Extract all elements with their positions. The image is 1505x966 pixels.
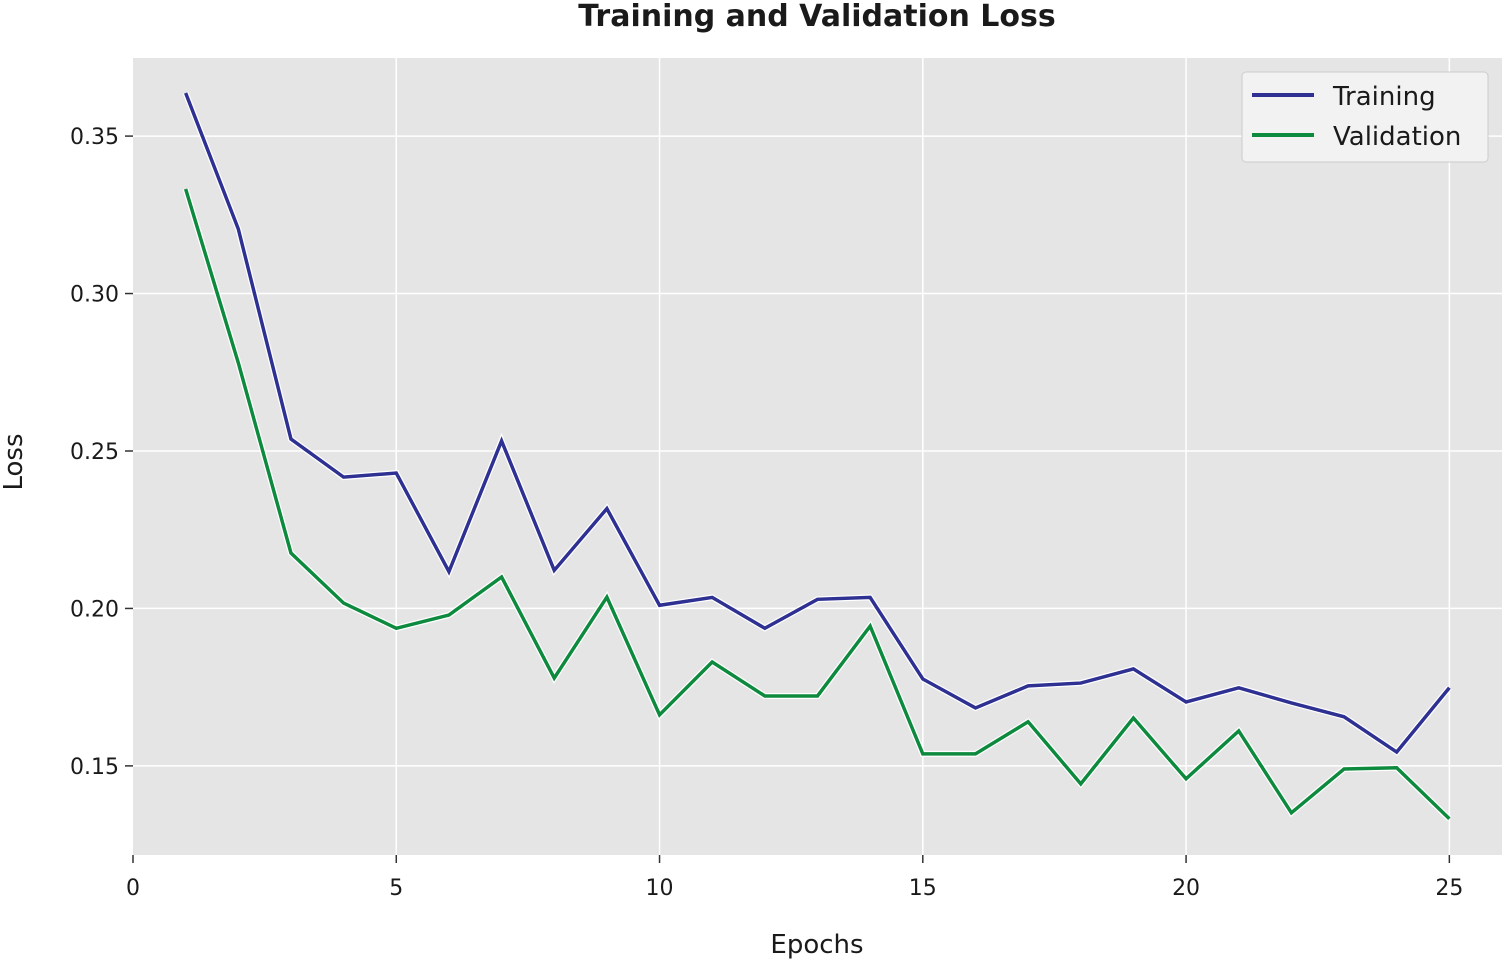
y-tick-label: 0.25 bbox=[70, 440, 119, 465]
legend-label-validation: Validation bbox=[1333, 122, 1461, 152]
x-tick-label: 5 bbox=[389, 876, 403, 901]
y-tick-label: 0.30 bbox=[70, 283, 119, 308]
chart-title: Training and Validation Loss bbox=[578, 0, 1056, 34]
y-axis-label: Loss bbox=[0, 433, 29, 490]
axis-ticks: 0 5 10 15 20 25 0.15 0.20 0.25 0.30 0.35 bbox=[70, 125, 1463, 901]
x-tick-label: 0 bbox=[126, 876, 140, 901]
plot-area bbox=[133, 58, 1502, 855]
x-tick-label: 10 bbox=[646, 876, 674, 901]
x-axis-label: Epochs bbox=[770, 930, 863, 960]
x-tick-label: 15 bbox=[909, 876, 937, 901]
series-lines bbox=[182, 91, 1452, 821]
series-line-training bbox=[184, 92, 1451, 755]
y-tick-label: 0.20 bbox=[70, 597, 119, 622]
series-line-validation bbox=[183, 188, 1451, 821]
x-tick-label: 25 bbox=[1435, 876, 1463, 901]
y-tick-label: 0.35 bbox=[70, 125, 119, 150]
x-tick-label: 20 bbox=[1172, 876, 1200, 901]
legend-label-training: Training bbox=[1332, 82, 1436, 112]
legend: Training Validation bbox=[1241, 71, 1489, 163]
y-tick-label: 0.15 bbox=[70, 755, 119, 780]
